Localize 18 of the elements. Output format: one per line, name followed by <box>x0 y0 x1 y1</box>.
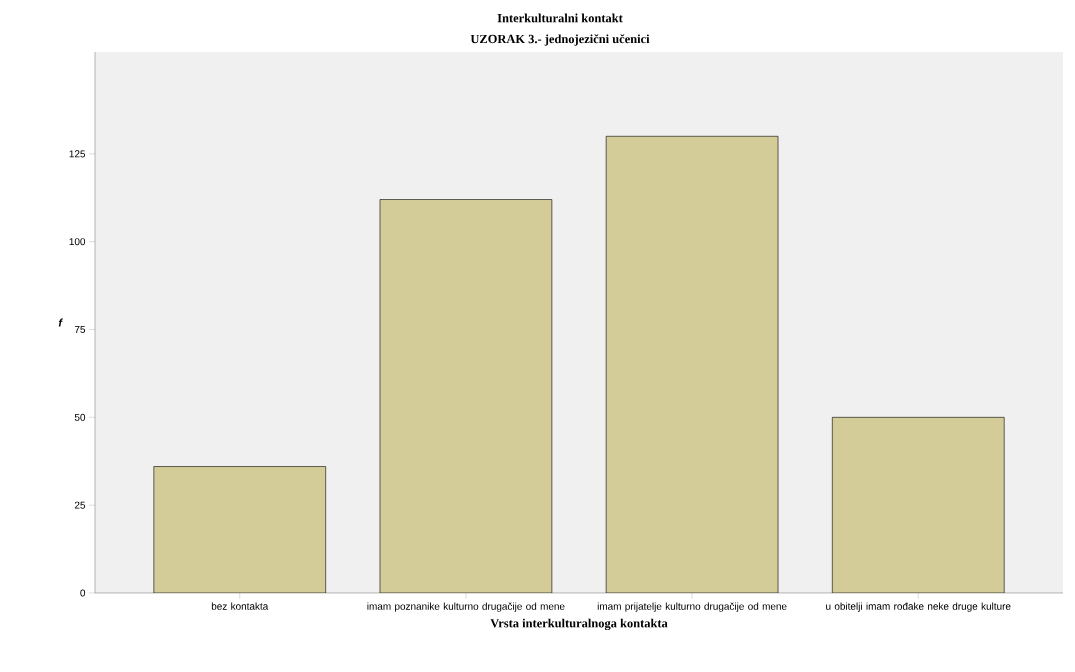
y-tick-label: 125 <box>69 150 86 158</box>
bar <box>832 417 1005 593</box>
y-tick-label: 50 <box>74 413 86 421</box>
y-tick-label: 0 <box>80 589 86 597</box>
bar <box>153 466 326 593</box>
y-tick-label: 100 <box>69 238 86 246</box>
y-axis-title: f <box>58 318 63 327</box>
x-tick-label: bez kontakta <box>211 602 269 610</box>
x-axis-title: Vrsta interkulturalnoga kontakta <box>490 618 668 631</box>
bar <box>379 199 553 593</box>
x-tick-label: u obitelji imam rođake neke druge kulture <box>826 602 1011 612</box>
bar <box>605 136 779 593</box>
chart-title: Interkulturalni kontakt <box>497 13 623 23</box>
x-tick-label: imam poznanike kulturno drugačije od mene <box>367 602 565 612</box>
y-tick-label: 25 <box>74 501 86 509</box>
y-tick-label: 75 <box>74 326 86 333</box>
chart-subtitle: UZORAK 3.- jednojezični učenici <box>470 34 650 46</box>
x-tick-label: imam prijatelje kulturno drugačije od mene <box>597 602 787 612</box>
